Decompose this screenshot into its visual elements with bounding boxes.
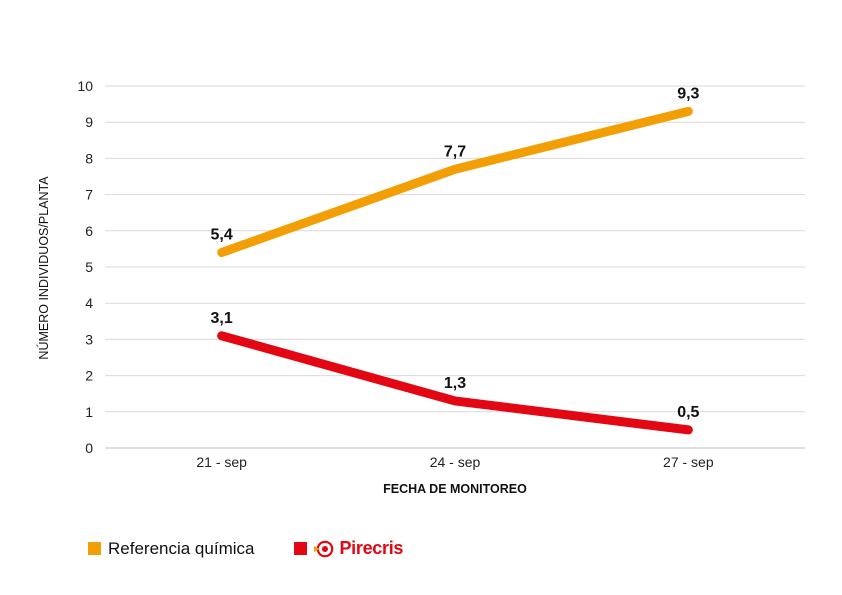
y-tick-label: 9 (85, 114, 93, 130)
legend-swatch-orange (88, 542, 101, 555)
y-axis-title: NÚMERO INDIVIDUOS/PLANTA (36, 176, 51, 360)
series-line-1 (217, 331, 693, 435)
data-label: 9,3 (677, 85, 699, 102)
pirecris-logo-icon (314, 540, 334, 557)
x-tick-label: 27 - sep (663, 454, 714, 470)
series-line-0 (217, 106, 693, 258)
data-label: 5,4 (211, 227, 233, 244)
y-tick-label: 0 (85, 440, 93, 456)
legend-item-referencia: Referencia química (88, 539, 254, 559)
data-label: 7,7 (444, 143, 466, 160)
data-label: 1,3 (444, 375, 466, 392)
y-tick-label: 7 (85, 187, 93, 203)
y-tick-label: 8 (85, 150, 93, 166)
legend: Referencia química Pirecris (88, 538, 443, 559)
data-label: 3,1 (211, 310, 233, 327)
y-tick-label: 4 (85, 295, 93, 311)
pirecris-logo-text: Pirecris (339, 538, 404, 558)
y-tick-labels: 0 1 2 3 4 5 6 7 8 9 10 (77, 78, 93, 456)
x-tick-label: 24 - sep (430, 454, 481, 470)
y-tick-label: 1 (85, 404, 93, 420)
gridlines (105, 85, 805, 449)
data-label: 0,5 (677, 404, 699, 421)
x-tick-label: 21 - sep (196, 454, 247, 470)
pirecris-logo: Pirecris (314, 538, 403, 559)
data-labels: 5,4 7,7 9,3 3,1 1,3 0,5 (211, 85, 700, 421)
x-axis-title: FECHA DE MONITOREO (383, 482, 527, 496)
y-tick-label: 10 (77, 78, 93, 94)
y-tick-label: 2 (85, 368, 93, 384)
x-tick-labels: 21 - sep 24 - sep 27 - sep (196, 454, 713, 470)
y-tick-label: 5 (85, 259, 93, 275)
y-tick-label: 6 (85, 223, 93, 239)
legend-item-pirecris: Pirecris (294, 538, 403, 559)
y-tick-label: 3 (85, 331, 93, 347)
series-lines (217, 106, 693, 435)
line-chart: 0 1 2 3 4 5 6 7 8 9 10 21 - sep 24 - sep 27 - sep 5,… (36, 78, 805, 496)
legend-label-referencia: Referencia química (108, 538, 255, 558)
legend-swatch-red (294, 542, 308, 555)
